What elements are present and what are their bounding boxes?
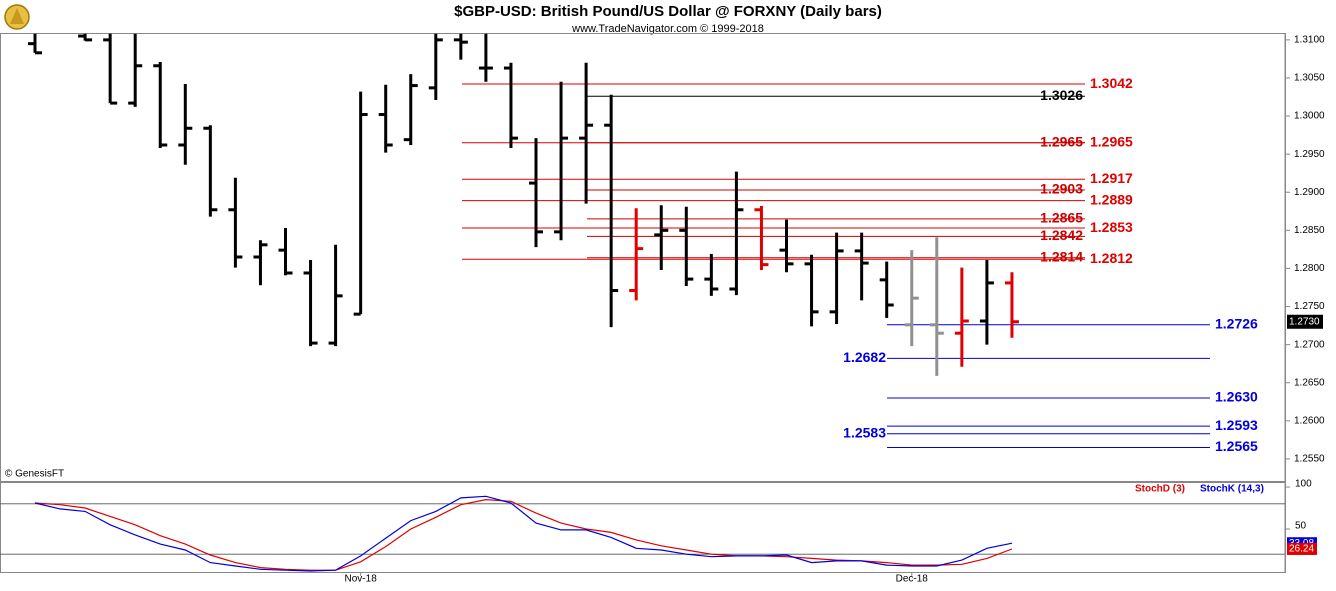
level-label: 1.2565 [1215,438,1258,454]
y-tick-label: 1.2700 [1294,339,1325,350]
chart-title: $GBP-USD: British Pound/US Dollar @ FORX… [454,3,882,20]
level-label: 1.2812 [1090,250,1133,266]
level-label: 1.2853 [1090,219,1133,235]
last-value-box [1287,542,1317,555]
y-tick-label: 1.2650 [1294,377,1325,388]
legend-label: StochK (14,3) [1200,484,1264,495]
y-tick-label: 1.2950 [1294,149,1325,160]
stoch-line [34,495,1013,572]
y-tick-label: 1.2800 [1294,263,1325,274]
level-label: 1.2865 [1040,210,1083,226]
y-tick-label: 100 [1295,479,1312,490]
y-tick-label: 1.3100 [1294,34,1325,45]
level-label: 1.2889 [1090,191,1133,207]
level-label: 1.2583 [843,424,886,440]
level-label: 1.3042 [1090,75,1133,91]
level-label: 1.3026 [1040,87,1083,103]
level-label: 1.2814 [1040,248,1083,264]
last-price-label: 1.2730 [1289,316,1320,327]
level-label: 1.2630 [1215,389,1258,405]
y-tick-label: 1.2850 [1294,225,1325,236]
y-tick-label: 1.2900 [1294,187,1325,198]
y-tick-label: 1.3000 [1294,111,1325,122]
y-tick-label: 1.3050 [1294,73,1325,84]
level-label: 1.2593 [1215,417,1258,433]
last-price-box [1287,314,1323,329]
x-tick-label: Nov-18 [345,574,378,585]
logo [4,4,30,30]
level-label: 1.2965 [1040,133,1083,149]
x-tick-label: Dec-18 [896,574,929,585]
legend-label: StochD (3) [1135,484,1185,495]
source-note: © GenesisFT [5,469,64,480]
level-label: 1.2842 [1040,227,1083,243]
level-label: 1.2917 [1090,170,1133,186]
y-tick-label: 1.2600 [1294,415,1325,426]
level-label: 1.2682 [843,349,886,365]
level-label: 1.2903 [1040,181,1083,197]
y-tick-label: 50 [1295,521,1307,532]
level-label: 1.2726 [1215,316,1258,332]
last-value-label: 26.24 [1289,544,1314,555]
level-label: 1.2965 [1090,133,1133,149]
y-tick-label: 1.2750 [1294,301,1325,312]
chart-subtitle: www.TradeNavigator.com © 1999-2018 [571,23,764,35]
y-tick-label: 1.2550 [1294,454,1325,465]
